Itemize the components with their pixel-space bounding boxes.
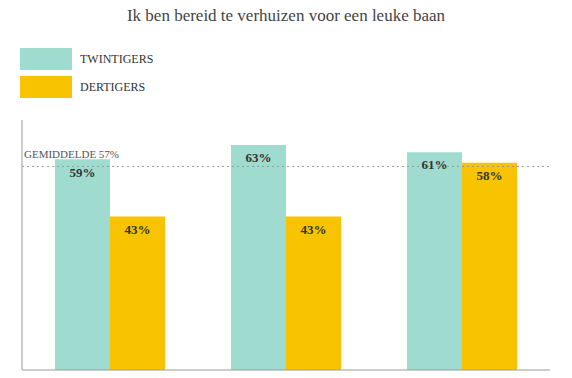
html-text:Ik ben bereid te verhuizen voo: Ik ben bereid te verhuizen voor een leuk… xyxy=(126,6,446,25)
svg-text:61%: 61% xyxy=(422,157,448,172)
svg-text:58%: 58% xyxy=(477,168,503,183)
svg-text:43%: 43% xyxy=(125,222,151,237)
svg-text:59%: 59% xyxy=(70,165,96,180)
svg-text:63%: 63% xyxy=(246,150,272,165)
html-text:TWINTIGERS: TWINTIGERS xyxy=(80,51,154,66)
html-text:DERTIGERS: DERTIGERS xyxy=(80,79,146,94)
svg-text:43%: 43% xyxy=(301,222,327,237)
svg-text:GEMIDDELDE 57%: GEMIDDELDE 57% xyxy=(24,148,119,160)
